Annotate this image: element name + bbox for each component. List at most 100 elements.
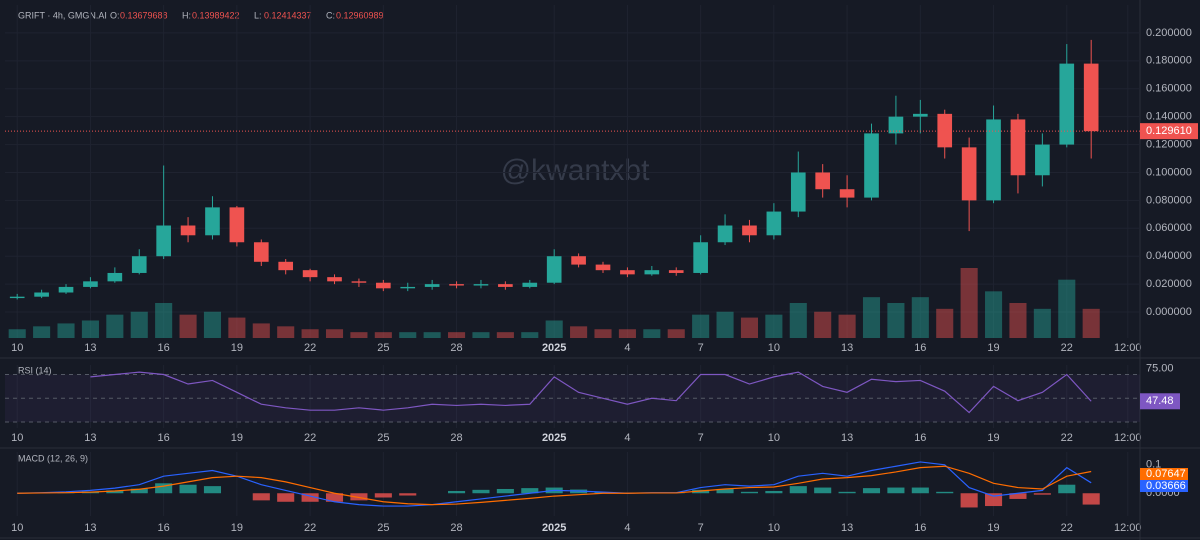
volume-bar (960, 268, 978, 338)
macd-histogram-bar (1082, 493, 1100, 505)
x-tick-label: 7 (698, 522, 704, 534)
candle-body (1035, 144, 1050, 176)
x-tick-label: 10 (11, 432, 23, 444)
candle-body (571, 256, 586, 265)
x-tick-label: 7 (698, 432, 704, 444)
candle-body (717, 225, 733, 243)
rsi-line (90, 371, 1092, 414)
candle-body (302, 270, 318, 278)
x-tick-label: 4 (624, 342, 630, 354)
candle-body (815, 172, 831, 190)
x-tick-label: 13 (84, 432, 96, 444)
x-tick-label: 25 (377, 522, 389, 534)
volume-bar (667, 329, 685, 338)
volume-bar (643, 329, 661, 338)
macd-tick-label: 0.1 (1146, 459, 1161, 471)
macd-histogram-bar (740, 491, 759, 494)
candle-body (888, 116, 904, 134)
volume-bar (570, 326, 588, 338)
x-tick-label: 16 (158, 432, 170, 444)
macd-histogram-bar (155, 483, 173, 494)
y-tick-label: 0.080000 (1146, 194, 1192, 206)
candle-body (131, 256, 147, 273)
candle-body (156, 225, 171, 257)
macd-histogram-bar (716, 488, 734, 494)
volume-bar (203, 311, 222, 338)
watermark: @kwantxbt (501, 154, 651, 187)
candle-body (107, 272, 123, 282)
x-tick-label: 16 (158, 342, 170, 354)
macd-histogram-bar (765, 490, 783, 494)
volume-bar (301, 329, 319, 338)
volume-bar (545, 320, 563, 338)
macd-badge (1140, 480, 1188, 492)
candle-body (839, 189, 855, 198)
x-tick-label: 12:00 (1114, 522, 1142, 534)
macd-histogram-bar (130, 488, 148, 494)
candle-body (400, 286, 416, 289)
y-tick-label: 0.100000 (1146, 166, 1192, 178)
candle-body (693, 242, 708, 273)
y-tick-label: 0.160000 (1146, 83, 1192, 95)
volume-bar (985, 291, 1003, 338)
candle-body (1010, 119, 1026, 176)
candle-body (742, 225, 757, 236)
candle-body (498, 284, 513, 287)
macd-histogram-bar (521, 488, 539, 494)
macd-histogram-bar (1058, 484, 1076, 494)
rsi-last-label: 47.48 (1146, 395, 1174, 407)
x-tick-label: 16 (158, 522, 170, 534)
candle-body (34, 292, 49, 297)
volume-bar (862, 297, 881, 338)
x-tick-label: 10 (768, 342, 780, 354)
candle-body (351, 281, 367, 283)
x-tick-label: 19 (987, 522, 999, 534)
chart-title: GRIFT · 4h, GMGN.AI (18, 10, 107, 20)
volume-bar (765, 314, 783, 338)
x-tick-label: 22 (304, 432, 316, 444)
macd-histogram-bar (277, 493, 295, 502)
candle-body (180, 225, 196, 236)
candle-body (449, 284, 464, 286)
volume-bar (692, 314, 710, 338)
volume-bar (81, 320, 99, 338)
macd-histogram-bar (472, 489, 490, 494)
x-tick-label: 28 (450, 522, 462, 534)
macd-histogram-bar (887, 487, 905, 494)
x-tick-label: 2025 (542, 522, 566, 534)
x-tick-label: 16 (914, 342, 926, 354)
volume-bar (252, 323, 270, 338)
volume-bar (740, 317, 759, 338)
x-tick-label: 22 (1061, 432, 1073, 444)
macd-histogram-bar (374, 493, 392, 498)
macd-histogram-bar (350, 493, 368, 501)
volume-bar (1033, 308, 1051, 338)
candle-body (595, 264, 611, 271)
candle-body (9, 296, 25, 299)
volume-bar (1082, 308, 1100, 338)
ohlc-value: 0.13989422 (192, 10, 240, 20)
macd-histogram-bar (1009, 493, 1027, 499)
candle-body (83, 281, 98, 287)
x-tick-label: 12:00 (1114, 432, 1142, 444)
candle-body (473, 284, 489, 286)
volume-bar (423, 332, 441, 338)
y-tick-label: 0.000000 (1146, 306, 1192, 318)
macd-histogram-bar (106, 490, 124, 494)
x-tick-label: 25 (377, 342, 389, 354)
x-tick-label: 7 (698, 342, 704, 354)
volume-bar (277, 326, 295, 338)
macd-line (17, 461, 1092, 507)
x-tick-label: 19 (231, 342, 243, 354)
macd-histogram-bar (448, 490, 466, 494)
x-tick-label: 4 (624, 432, 630, 444)
x-tick-label: 16 (914, 432, 926, 444)
macd-histogram-bar (911, 487, 929, 494)
candle-body (546, 256, 562, 283)
last-price-label: 0.129610 (1146, 125, 1192, 137)
x-tick-label: 13 (841, 342, 853, 354)
candle-body (278, 261, 294, 271)
x-tick-label: 10 (768, 432, 780, 444)
volume-bar (521, 332, 539, 338)
volume-bar (1009, 303, 1027, 338)
